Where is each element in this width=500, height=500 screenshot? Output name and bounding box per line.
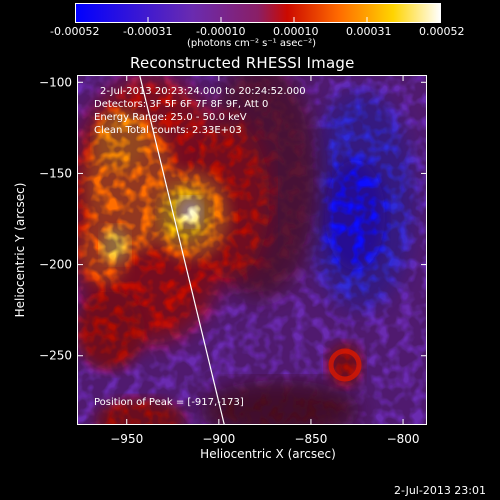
colorbar-tick-label: 0.00031 [346, 25, 392, 38]
bottom-timestamp: 2-Jul-2013 23:01 [394, 484, 487, 497]
y-tick-label: −150 [39, 166, 72, 180]
x-tick-label: −850 [294, 432, 327, 446]
time-range-text: 2-Jul-2013 20:23:24.000 to 20:24:52.000 [100, 86, 306, 97]
plot-frame [77, 75, 427, 425]
energy-range-text: Energy Range: 25.0 - 50.0 keV [94, 112, 247, 123]
y-axis-label: Heliocentric Y (arcsec) [13, 183, 27, 318]
colorbar-tick-label: 0.00052 [419, 25, 465, 38]
detectors-text: Detectors: 3F 5F 6F 7F 8F 9F, Att 0 [94, 99, 269, 110]
x-tick-label: −950 [110, 432, 143, 446]
clean-counts-text: Clean Total counts: 2.33E+03 [94, 125, 242, 136]
axis-ticks: −950 −900 −850 −800 −100 −150 −200 −250 [39, 75, 427, 446]
peak-position-text: Position of Peak = [-917,-173] [94, 397, 244, 408]
chart-title: Reconstructed RHESSI Image [130, 54, 355, 72]
x-tick-label: −800 [387, 432, 420, 446]
colorbar-gradient [75, 3, 441, 23]
colorbar-tick-label: -0.00010 [196, 25, 246, 38]
y-tick-label: −100 [39, 75, 72, 89]
heatmap-image [77, 75, 427, 425]
colorbar-unit-label: (photons cm⁻² s⁻¹ asec⁻²) [187, 38, 317, 49]
colorbar-tick-label: -0.00052 [50, 25, 100, 38]
x-tick-label: −900 [202, 432, 235, 446]
colorbar-tick-label: 0.00010 [273, 25, 319, 38]
colorbar-tick-label: -0.00031 [123, 25, 173, 38]
x-axis-label: Heliocentric X (arcsec) [200, 447, 336, 461]
y-tick-label: −200 [39, 258, 72, 272]
solar-limb-line [139, 75, 225, 425]
y-tick-label: −250 [39, 349, 72, 363]
